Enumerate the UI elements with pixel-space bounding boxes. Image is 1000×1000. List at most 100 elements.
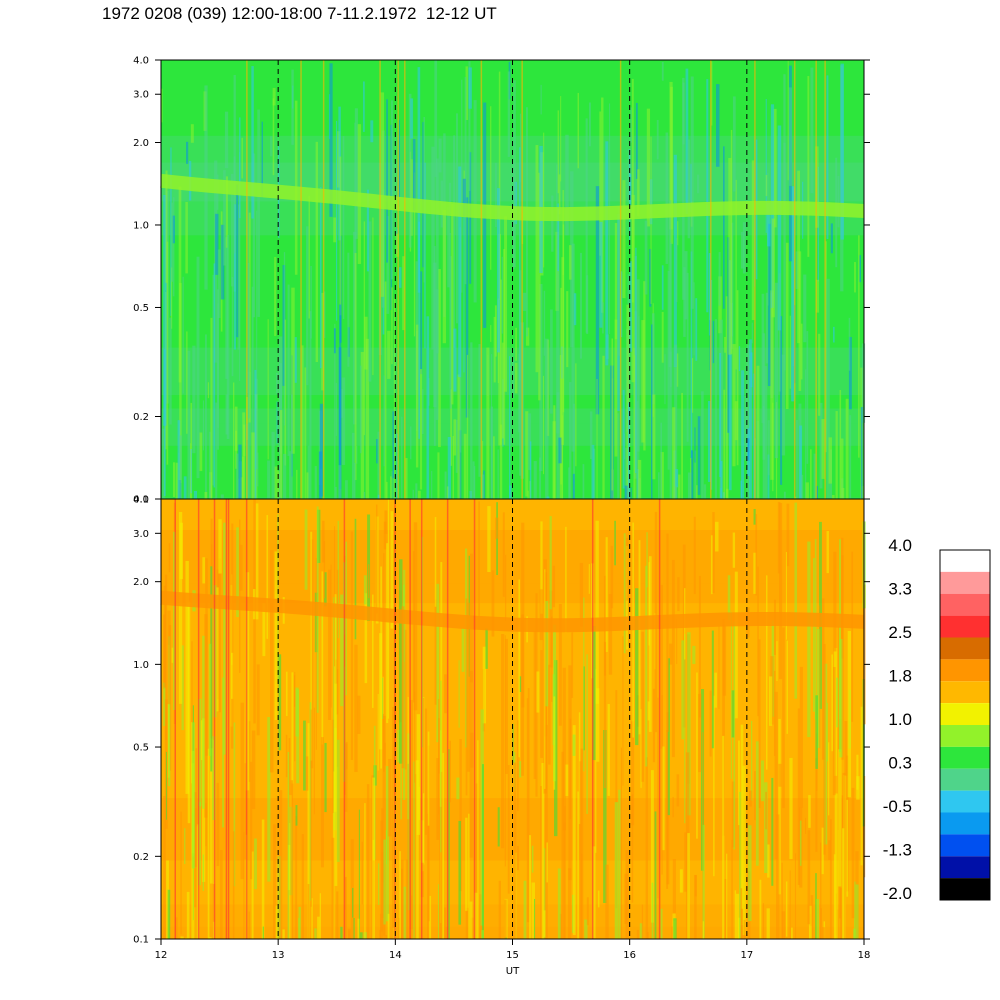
noise-streak [392, 706, 395, 928]
noise-streak [383, 375, 385, 467]
noise-streak [204, 491, 208, 499]
y-tick-label: 0.5 [133, 743, 149, 754]
noise-streak [409, 699, 413, 930]
noise-streak [533, 630, 537, 780]
noise-streak [684, 633, 686, 824]
noise-streak [310, 531, 313, 761]
noise-streak [386, 481, 388, 499]
noise-streak [407, 819, 409, 939]
noise-streak [363, 575, 367, 605]
burst-line [473, 499, 476, 939]
noise-streak [210, 738, 213, 884]
noise-streak [800, 323, 803, 380]
noise-streak [436, 583, 440, 743]
y-tick-label: 1.0 [133, 660, 149, 671]
noise-streak [722, 735, 725, 939]
noise-streak [702, 921, 705, 939]
noise-streak [164, 349, 166, 497]
noise-streak [766, 575, 768, 770]
noise-streak [453, 419, 457, 456]
noise-streak [453, 328, 457, 392]
noise-streak [669, 351, 672, 499]
noise-streak [304, 367, 307, 499]
noise-streak [172, 462, 176, 498]
noise-streak [518, 579, 520, 758]
noise-streak [618, 789, 621, 939]
noise-streak [636, 279, 640, 452]
colorbar-swatch [940, 615, 990, 638]
noise-streak [359, 365, 362, 454]
noise-streak [449, 256, 452, 409]
noise-streak [682, 77, 685, 300]
noise-streak [490, 106, 492, 270]
noise-streak [181, 645, 184, 731]
noise-streak [391, 287, 393, 365]
y-tick-label: 3.0 [133, 529, 149, 540]
noise-streak [645, 565, 648, 767]
noise-streak [473, 100, 477, 303]
noise-streak [583, 666, 585, 751]
noise-streak [318, 451, 322, 499]
noise-streak [657, 697, 659, 899]
noise-streak [794, 502, 798, 699]
noise-streak [670, 242, 672, 387]
noise-streak [277, 514, 279, 682]
noise-streak [751, 322, 753, 344]
noise-streak [449, 740, 452, 803]
noise-streak [626, 538, 629, 601]
noise-streak [233, 156, 236, 254]
burst-line [420, 499, 423, 939]
burst-line [710, 60, 712, 499]
noise-streak [819, 605, 821, 749]
noise-streak [687, 472, 692, 499]
noise-streak [319, 893, 322, 939]
noise-streak [639, 923, 643, 939]
noise-streak [207, 382, 209, 399]
noise-streak [236, 527, 239, 618]
noise-streak [826, 75, 829, 240]
noise-streak [713, 695, 715, 877]
noise-streak [401, 606, 405, 769]
noise-streak [591, 444, 595, 499]
noise-streak [672, 859, 676, 921]
noise-streak [730, 129, 733, 354]
noise-streak [437, 452, 440, 499]
noise-streak [838, 749, 842, 887]
noise-streak [447, 206, 451, 288]
noise-streak [216, 587, 219, 783]
noise-streak [308, 195, 310, 319]
noise-streak [708, 253, 711, 336]
noise-streak [617, 413, 620, 499]
noise-streak [810, 449, 812, 499]
noise-streak [695, 298, 698, 361]
noise-streak [855, 884, 859, 939]
noise-streak [200, 720, 204, 761]
noise-streak [338, 465, 342, 499]
noise-streak [251, 730, 256, 810]
noise-streak [274, 551, 278, 720]
noise-streak [533, 898, 536, 939]
noise-streak [194, 792, 197, 868]
noise-streak [776, 641, 778, 682]
noise-streak [709, 690, 712, 757]
burst-line [379, 60, 381, 499]
noise-streak [458, 820, 462, 925]
noise-streak [732, 96, 736, 192]
noise-streak [675, 238, 678, 303]
noise-streak [614, 520, 616, 566]
noise-streak [782, 627, 785, 809]
noise-streak [525, 107, 528, 337]
noise-streak [434, 599, 437, 705]
noise-streak [178, 435, 182, 499]
noise-streak [254, 369, 257, 499]
noise-streak [180, 936, 184, 939]
noise-streak [442, 209, 446, 344]
y-tick-label: 2.0 [133, 577, 149, 588]
noise-streak [667, 658, 670, 816]
noise-streak [262, 603, 266, 657]
noise-streak [163, 682, 166, 726]
noise-streak [845, 398, 849, 499]
noise-streak [757, 566, 759, 717]
noise-streak [679, 869, 683, 893]
noise-streak [535, 145, 539, 373]
